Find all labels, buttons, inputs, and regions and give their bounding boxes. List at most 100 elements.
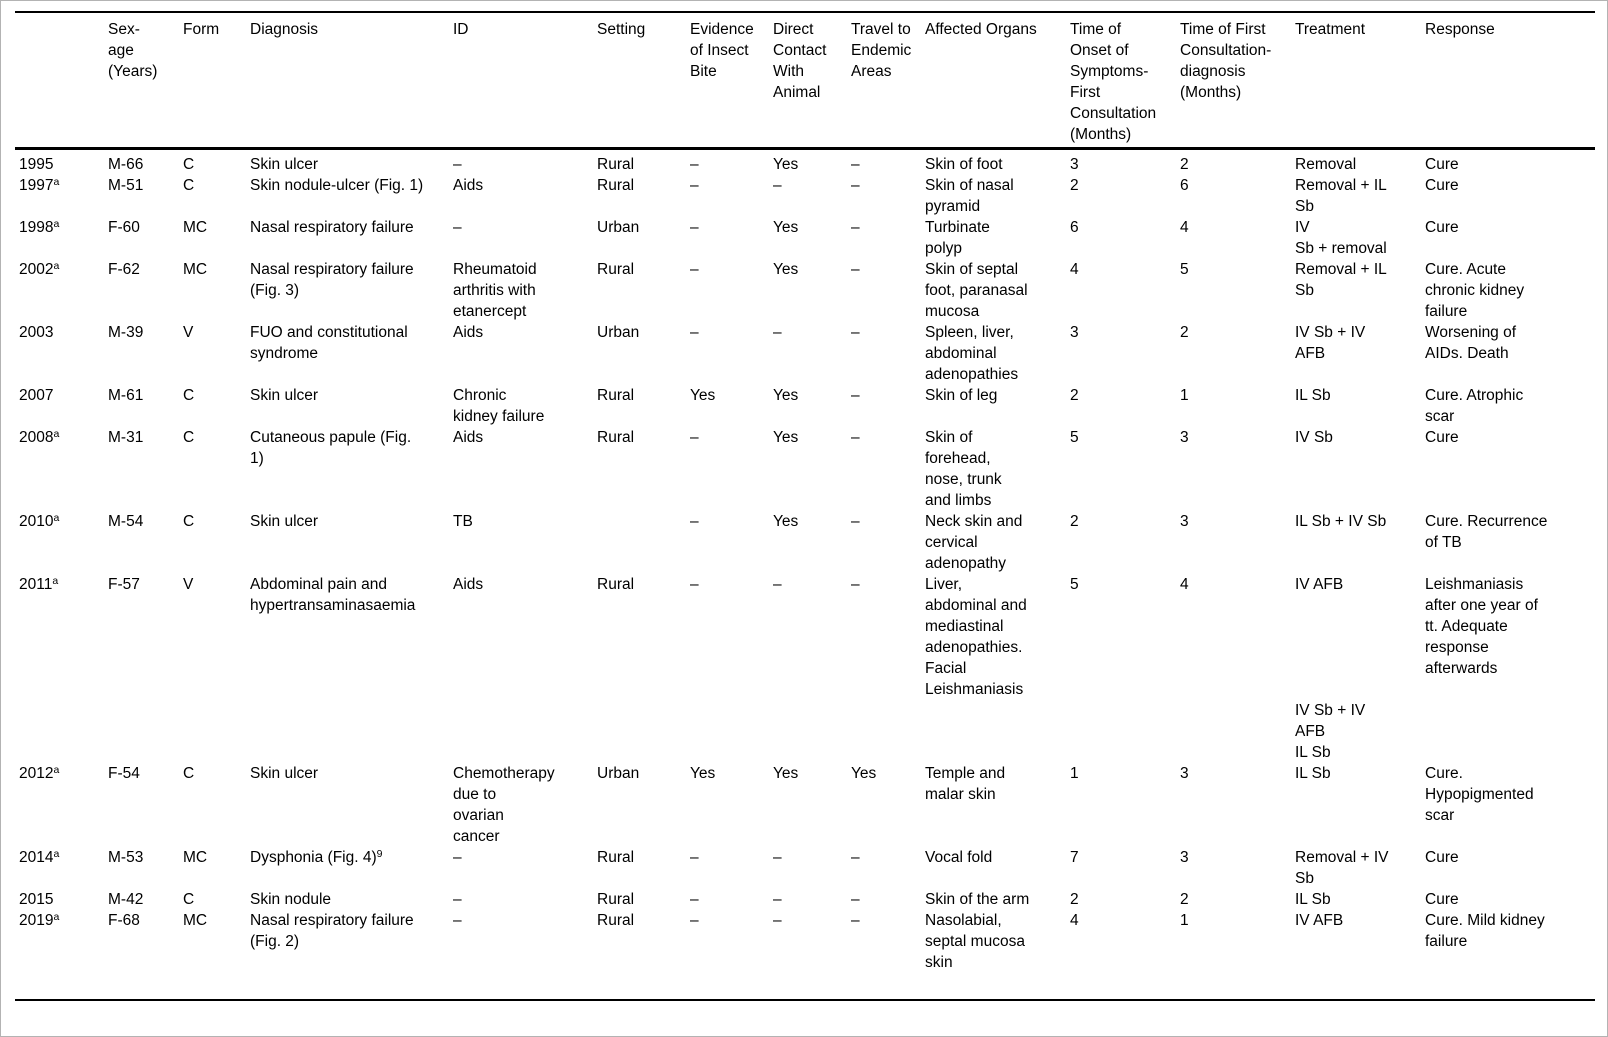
cell-response: Cure [1425, 156, 1459, 173]
cell-organs: Skin of the arm [925, 891, 1030, 908]
table-row: 2011a F-57 V Abdominal pain and hypertransa… [15, 574, 1595, 700]
cell-form: C [183, 387, 195, 404]
cell-treatment: IV AFB [1295, 912, 1344, 929]
cell-treatment: Removal + IV Sb [1295, 849, 1389, 887]
cell-organs: Spleen, liver, abdominal adenopathies [925, 324, 1019, 383]
cell-treatment: IL Sb [1295, 891, 1331, 908]
table-row: 2003 M-39 V FUO and constitutional syndrome… [15, 322, 1595, 385]
cell-sex-age: F-54 [108, 765, 140, 782]
cell-travel: – [851, 261, 860, 278]
cell-setting [593, 511, 686, 574]
cell-onset-months: 4 [1070, 912, 1079, 929]
table-row: 1995 M-66 C Skin ulcer – Rural – Yes – Skin of fo… [15, 149, 1595, 176]
cell-onset-months: 5 [1070, 429, 1079, 446]
cell-diagnosis: Nasal respiratory failure (Fig. 2) [250, 912, 414, 950]
cell-year: 2012a [19, 764, 60, 782]
table-row: 2002a F-62 MC Nasal respiratory failure (Fi… [15, 259, 1595, 322]
cell-id: Chronic kidney failure [453, 387, 545, 425]
cell-insect-bite: – [690, 576, 699, 593]
cell-treatment: IV Sb [1295, 429, 1333, 446]
cell-diagnosis: Skin nodule [250, 891, 332, 908]
cell-organs: Skin of septal foot, paranasal mucosa [925, 261, 1028, 320]
cell-insect-bite: – [690, 261, 699, 278]
col-header-sex-age: Sex- age (Years) [104, 12, 179, 150]
cell-setting: Rural [597, 429, 635, 446]
cell-year: 1995 [19, 156, 54, 173]
cell-diagnosis-months: 3 [1180, 849, 1189, 866]
cell-year: 2003 [19, 324, 54, 341]
cell-insect-bite: – [690, 324, 699, 341]
table-row: 1997a M-51 C Skin nodule-ulcer (Fig. 1) Aids… [15, 175, 1595, 217]
cell-setting: Rural [597, 576, 635, 593]
superscript-marker: a [53, 764, 60, 776]
cell-animal-contact: Yes [773, 765, 799, 782]
cell-form: C [183, 513, 195, 530]
table-row: IV Sb + IV AFB IL Sb [15, 700, 1595, 763]
cell-response [1421, 700, 1595, 763]
col-header-onset-months: Time of Onset of Symptoms- First Consult… [1066, 12, 1176, 150]
cell-year: 2002a [19, 260, 60, 278]
table-row: 2012a F-54 C Skin ulcer Chemotherapy due to … [15, 763, 1595, 847]
superscript-marker: a [53, 911, 60, 923]
cell-organs: Skin of leg [925, 387, 998, 404]
cell-form: MC [183, 261, 208, 278]
cell-setting: Rural [597, 261, 635, 278]
cell-form: C [183, 177, 195, 194]
cell-animal-contact: – [773, 849, 782, 866]
cell-sex-age: F-60 [108, 219, 140, 236]
header-row: Sex- age (Years) Form Diagnosis ID Setting Ev… [15, 12, 1595, 150]
cell-diagnosis-months: 3 [1180, 429, 1189, 446]
cell-organs: Temple and malar skin [925, 765, 1006, 803]
cell-form: V [183, 324, 194, 341]
cell-form: MC [183, 912, 208, 929]
table-row: 2019a F-68 MC Nasal respiratory failure (Fi… [15, 910, 1595, 1000]
cell-insect-bite: Yes [690, 765, 716, 782]
cell-onset-months: 1 [1070, 765, 1079, 782]
cell-insect-bite: – [690, 513, 699, 530]
cell-treatment: IV Sb + IV AFB [1295, 324, 1366, 362]
cell-travel: Yes [851, 765, 877, 782]
cell-organs: Vocal fold [925, 849, 993, 866]
cell-onset-months: 4 [1070, 261, 1079, 278]
cell-diagnosis: Skin ulcer [250, 156, 319, 173]
cell-id: – [453, 219, 462, 236]
cell-response: Cure. Mild kidney failure [1425, 912, 1545, 950]
cell-diagnosis: Nasal respiratory failure [250, 219, 414, 236]
cell-treatment: IL Sb [1295, 387, 1331, 404]
cell-organs [921, 700, 1066, 763]
cell-form: C [183, 156, 195, 173]
cell-animal-contact: Yes [773, 387, 799, 404]
table-body: 1995 M-66 C Skin ulcer – Rural – Yes – Skin of fo… [15, 149, 1595, 1001]
cell-insect-bite: – [690, 219, 699, 236]
cell-setting: Urban [597, 765, 640, 782]
cell-insect-bite: Yes [690, 387, 716, 404]
cell-onset-months: 3 [1070, 324, 1079, 341]
cell-sex-age: F-62 [108, 261, 140, 278]
cell-treatment: IL Sb + IV Sb [1295, 513, 1387, 530]
table-row: 2015 M-42 C Skin nodule – Rural – – – Skin of the… [15, 889, 1595, 910]
cell-travel: – [851, 429, 860, 446]
cell-onset-months: 5 [1070, 576, 1079, 593]
cell-form: MC [183, 849, 208, 866]
cell-year: 1998a [19, 218, 60, 236]
cell-diagnosis: Cutaneous papule (Fig. 1) [250, 429, 412, 467]
cell-animal-contact: – [773, 912, 782, 929]
cell-onset-months: 2 [1070, 387, 1079, 404]
superscript-marker: a [53, 428, 60, 440]
cell-form: V [183, 576, 194, 593]
cell-travel: – [851, 849, 860, 866]
col-header-travel: Travel to Endemic Areas [847, 12, 921, 150]
cell-setting: Rural [597, 177, 635, 194]
cell-year: 1997a [19, 176, 60, 194]
cell-diagnosis: FUO and constitutional syndrome [250, 324, 408, 362]
cell-form: C [183, 429, 195, 446]
cell-animal-contact: Yes [773, 219, 799, 236]
cell-response: Cure [1425, 219, 1459, 236]
cell-year: 2010a [19, 512, 60, 530]
cell-sex-age: M-66 [108, 156, 144, 173]
cell-response: Cure [1425, 177, 1459, 194]
cell-diagnosis [246, 700, 449, 763]
superscript-marker: a [53, 848, 60, 860]
cell-sex-age: F-57 [108, 576, 140, 593]
